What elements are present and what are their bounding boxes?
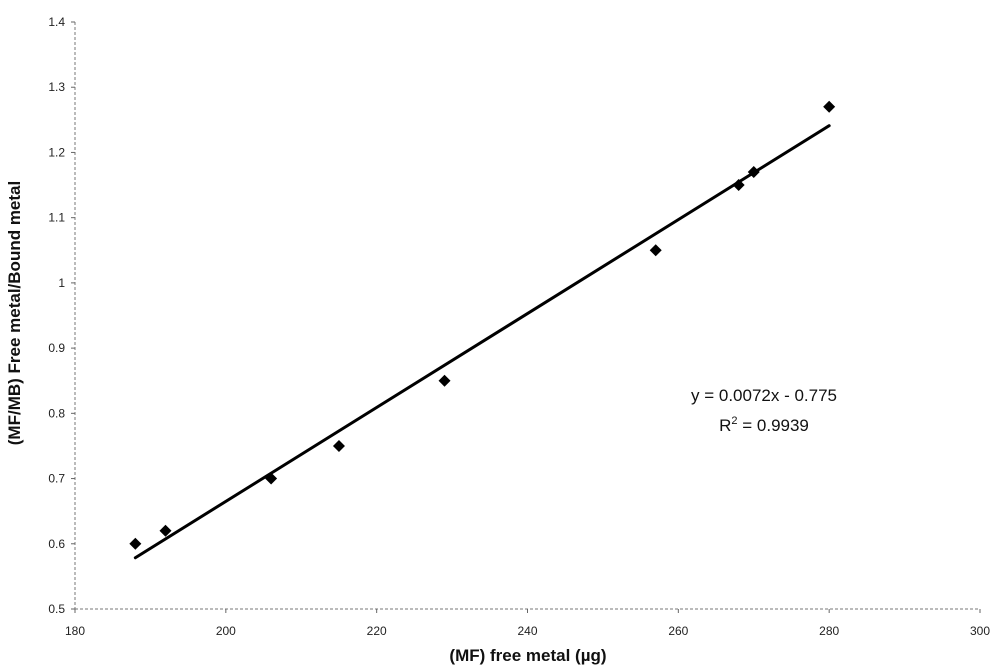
data-point <box>159 524 172 537</box>
data-point <box>438 374 451 387</box>
x-tick-label: 260 <box>668 624 688 638</box>
data-point <box>732 179 745 192</box>
data-point <box>823 100 836 113</box>
data-point <box>332 439 345 452</box>
axes: 0.5 0.6 0.7 0.8 0.9 1 1.1 1.2 1.3 1.4 180 200 220 240… <box>48 15 990 638</box>
data-points <box>129 100 836 550</box>
y-tick-label: 0.9 <box>48 341 65 355</box>
x-tick-label: 180 <box>65 624 85 638</box>
x-tick-label: 280 <box>819 624 839 638</box>
trendline <box>133 124 831 560</box>
r2-prefix: R <box>719 416 731 435</box>
y-tick-label: 0.7 <box>48 472 65 486</box>
y-tick-label: 0.5 <box>48 602 65 616</box>
trendline-equation: y = 0.0072x - 0.775 <box>691 386 837 405</box>
data-point <box>129 537 142 550</box>
trendline-layer <box>133 124 831 560</box>
y-tick-label: 1.4 <box>48 15 65 29</box>
y-tick-label: 1.2 <box>48 145 65 159</box>
y-tick-label: 1 <box>58 276 65 290</box>
r-squared-label: R2 = 0.9939 <box>719 415 809 435</box>
data-point <box>649 244 662 257</box>
y-tick-label: 0.6 <box>48 537 65 551</box>
r2-value: = 0.9939 <box>738 416 809 435</box>
r2-superscript: 2 <box>731 415 737 427</box>
y-tick-label: 0.8 <box>48 406 65 420</box>
data-point <box>265 472 278 485</box>
data-point <box>747 166 760 179</box>
x-tick-label: 240 <box>517 624 537 638</box>
x-tick-label: 300 <box>970 624 990 638</box>
x-tick-label: 220 <box>367 624 387 638</box>
x-axis-title: (MF) free metal (µg) <box>449 646 606 665</box>
x-tick-label: 200 <box>216 624 236 638</box>
y-tick-label: 1.1 <box>48 211 65 225</box>
y-axis-title: (MF/MB) Free metal/Bound metal <box>5 181 24 445</box>
y-tick-label: 1.3 <box>48 80 65 94</box>
